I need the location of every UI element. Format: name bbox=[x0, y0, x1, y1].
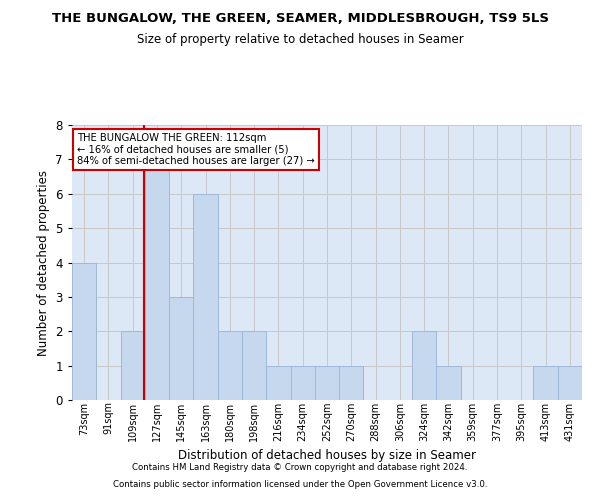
Bar bbox=[121, 331, 145, 400]
Bar bbox=[145, 160, 169, 400]
X-axis label: Distribution of detached houses by size in Seamer: Distribution of detached houses by size … bbox=[178, 449, 476, 462]
Y-axis label: Number of detached properties: Number of detached properties bbox=[37, 170, 50, 356]
Bar bbox=[218, 331, 242, 400]
Bar bbox=[72, 262, 96, 400]
Bar bbox=[266, 366, 290, 400]
Bar bbox=[412, 331, 436, 400]
Text: Contains HM Land Registry data © Crown copyright and database right 2024.: Contains HM Land Registry data © Crown c… bbox=[132, 464, 468, 472]
Bar bbox=[558, 366, 582, 400]
Text: THE BUNGALOW THE GREEN: 112sqm
← 16% of detached houses are smaller (5)
84% of s: THE BUNGALOW THE GREEN: 112sqm ← 16% of … bbox=[77, 133, 315, 166]
Bar bbox=[169, 297, 193, 400]
Text: Contains public sector information licensed under the Open Government Licence v3: Contains public sector information licen… bbox=[113, 480, 487, 489]
Bar bbox=[533, 366, 558, 400]
Bar bbox=[339, 366, 364, 400]
Bar bbox=[436, 366, 461, 400]
Bar bbox=[242, 331, 266, 400]
Bar bbox=[315, 366, 339, 400]
Bar bbox=[290, 366, 315, 400]
Text: Size of property relative to detached houses in Seamer: Size of property relative to detached ho… bbox=[137, 32, 463, 46]
Bar bbox=[193, 194, 218, 400]
Text: THE BUNGALOW, THE GREEN, SEAMER, MIDDLESBROUGH, TS9 5LS: THE BUNGALOW, THE GREEN, SEAMER, MIDDLES… bbox=[52, 12, 548, 26]
